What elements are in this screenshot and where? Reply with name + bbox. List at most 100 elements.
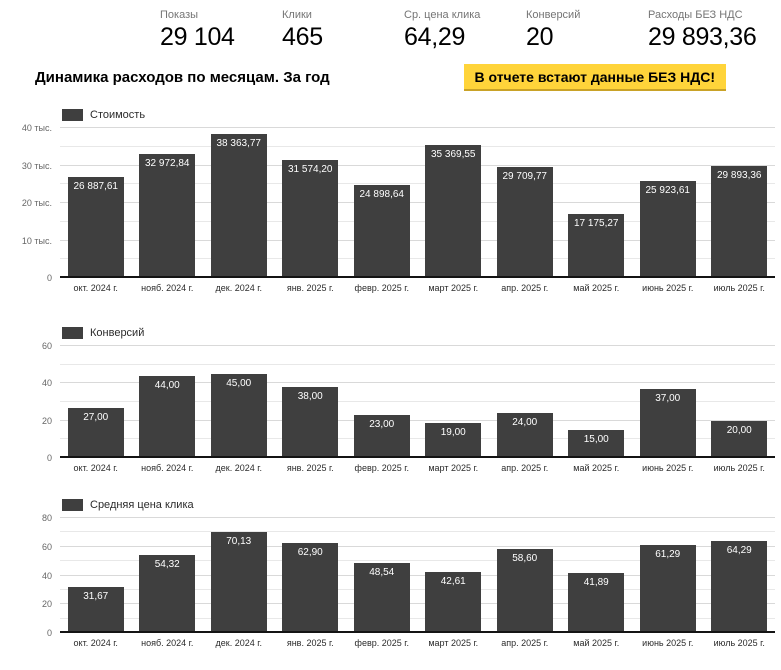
bar[interactable]: 45,00 [210, 374, 267, 458]
bar[interactable]: 23,00 [353, 415, 410, 458]
kpi-label: Расходы БЕЗ НДС [648, 9, 743, 21]
bar-value-label: 31,67 [83, 591, 109, 603]
y-tick-label: 40 [41, 570, 52, 581]
bar-slot: 15,00 [561, 346, 633, 458]
bar[interactable]: 31 574,20 [282, 159, 339, 278]
y-tick-label: 20 [41, 599, 52, 610]
bar[interactable]: 25 923,61 [639, 180, 696, 278]
bar[interactable]: 31,67 [67, 587, 124, 633]
bar[interactable]: 41,89 [568, 572, 625, 633]
bar-slot: 48,54 [346, 518, 418, 633]
x-axis-baseline [60, 631, 775, 633]
y-tick-label: 0 [46, 628, 52, 638]
bar[interactable]: 35 369,55 [425, 145, 482, 278]
y-tick-label: 60 [41, 341, 52, 351]
bar[interactable]: 26 887,61 [67, 177, 124, 278]
bar[interactable]: 38,00 [282, 387, 339, 458]
bar[interactable]: 24,00 [496, 413, 553, 458]
bar-value-label: 45,00 [226, 378, 252, 389]
bar-value-label: 42,61 [440, 575, 466, 587]
bar[interactable]: 27,00 [67, 407, 124, 458]
x-tick-label: дек. 2024 г. [215, 283, 262, 293]
y-axis: 0 10 тыс. 20 тыс. 30 тыс. 40 тыс. [0, 123, 60, 283]
gridline [60, 401, 775, 402]
bar[interactable]: 24 898,64 [353, 184, 410, 278]
bar-slot: 23,00 [346, 346, 418, 458]
bar[interactable]: 17 175,27 [568, 213, 625, 278]
gridline [60, 531, 775, 533]
chart-cost: Стоимость 0 10 тыс. 20 тыс. 30 тыс. 40 тыс. … [0, 109, 775, 293]
bars: 31,67 54,32 70,13 62,90 48,54 42,61 58,60 41,89… [60, 518, 775, 633]
x-axis: окт. 2024 г. нояб. 2024 г. дек. 2024 г. янв… [60, 463, 775, 473]
bar-value-label: 25 923,61 [645, 184, 690, 196]
kpi-costs-no-vat: Расходы БЕЗ НДС 29 893,36 [648, 8, 760, 52]
gridline [60, 574, 775, 576]
chart-body: 0 10 тыс. 20 тыс. 30 тыс. 40 тыс. 26 887,61 3… [0, 123, 775, 293]
x-axis-baseline [60, 276, 775, 278]
bar[interactable]: 61,29 [639, 544, 696, 633]
kpi-value: 29 893,36 [648, 23, 757, 51]
y-tick-label: 60 [41, 541, 52, 552]
gridline [60, 164, 775, 166]
y-axis: 0 20 40 60 80 [0, 513, 60, 638]
bar-slot: 19,00 [418, 346, 490, 458]
bars: 27,00 44,00 45,00 38,00 23,00 19,00 24,00 15,00… [60, 346, 775, 458]
gridline [60, 345, 775, 346]
bar[interactable]: 20,00 [711, 420, 768, 458]
bar[interactable]: 32 972,84 [139, 154, 196, 278]
vat-notice-badge: В отчете встают данные БЕЗ НДС! [463, 64, 726, 91]
bar-value-label: 32 972,84 [144, 158, 190, 170]
kpi-label: Клики [282, 9, 312, 21]
gridline [60, 517, 775, 518]
gridline [60, 419, 775, 421]
plot-area: 31,67 54,32 70,13 62,90 48,54 42,61 58,60 41,89… [60, 517, 775, 633]
bar-slot: 38,00 [275, 346, 347, 458]
bars: 26 887,61 32 972,84 38 363,77 31 574,20 24 8… [60, 128, 775, 278]
kpi-value: 64,29 [404, 23, 466, 51]
bar-value-label: 29 709,77 [502, 170, 547, 182]
bar[interactable]: 64,29 [711, 540, 768, 633]
legend-label: Стоимость [90, 109, 146, 121]
bar-slot: 64,29 [704, 518, 776, 633]
bar[interactable]: 58,60 [496, 548, 553, 633]
x-tick-label: нояб. 2024 г. [141, 638, 194, 648]
y-tick-label: 80 [41, 513, 52, 523]
bar-value-label: 38,00 [297, 391, 323, 403]
gridline [60, 220, 775, 222]
bar-value-label: 62,90 [297, 546, 323, 558]
x-tick-label: июнь 2025 г. [642, 638, 694, 648]
bar[interactable]: 15,00 [568, 430, 625, 458]
x-tick-label: апр. 2025 г. [501, 283, 549, 293]
bar[interactable]: 42,61 [425, 571, 482, 633]
bar[interactable]: 48,54 [353, 563, 410, 633]
x-axis: окт. 2024 г. нояб. 2024 г. дек. 2024 г. янв… [60, 638, 775, 648]
gridline [60, 588, 775, 590]
bar[interactable]: 37,00 [639, 388, 696, 458]
bar-value-label: 15,00 [583, 434, 609, 445]
bar[interactable]: 29 709,77 [496, 166, 553, 278]
bar[interactable]: 54,32 [139, 554, 196, 633]
bar-slot: 45,00 [203, 346, 275, 458]
x-tick-label: май 2025 г. [573, 283, 620, 293]
x-axis-baseline [60, 456, 775, 458]
x-tick-label: июль 2025 г. [713, 463, 765, 473]
legend-swatch [62, 499, 83, 511]
bar[interactable]: 19,00 [425, 422, 482, 458]
bar[interactable]: 44,00 [139, 375, 196, 458]
bar-value-label: 24 898,64 [359, 188, 404, 200]
x-axis: окт. 2024 г. нояб. 2024 г. дек. 2024 г. янв… [60, 283, 775, 293]
x-tick-label: апр. 2025 г. [501, 463, 549, 473]
legend-swatch [62, 327, 83, 339]
bar[interactable]: 38 363,77 [210, 134, 267, 278]
plot-area: 26 887,61 32 972,84 38 363,77 31 574,20 24 8… [60, 127, 775, 278]
kpi-avg-cpc: Ср. цена клика 64,29 [404, 8, 516, 52]
bar[interactable]: 70,13 [210, 532, 267, 633]
bar[interactable]: 29 893,36 [711, 165, 768, 278]
chart-legend: Конверсий [62, 327, 775, 339]
y-tick-label: 40 [41, 378, 52, 389]
x-tick-label: март 2025 г. [428, 283, 479, 293]
bar-value-label: 17 175,27 [573, 217, 619, 229]
bar[interactable]: 62,90 [282, 542, 339, 633]
kpi-row: Показы 29 104 Клики 465 Ср. цена клика 6… [0, 0, 781, 52]
bar-slot: 24 898,64 [346, 128, 418, 278]
